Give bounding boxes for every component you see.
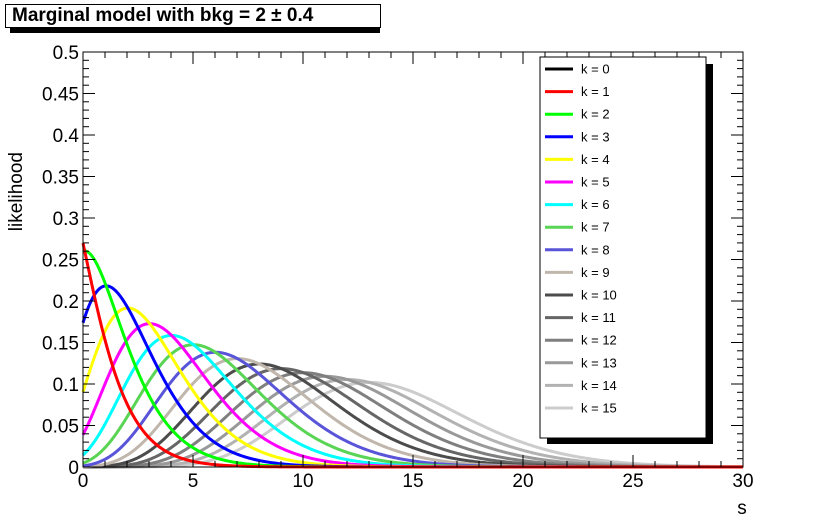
y-tick-label: 0.3 (53, 209, 79, 230)
y-tick-label: 0.4 (53, 126, 80, 147)
axis-ticks (82, 51, 744, 468)
x-tick-label: 0 (78, 471, 89, 492)
legend-label: k = 7 (581, 220, 610, 235)
legend-label: k = 12 (581, 333, 617, 348)
legend-item-k5: k = 5 (545, 175, 610, 190)
legend-label: k = 1 (581, 84, 610, 99)
legend-item-k7: k = 7 (545, 220, 610, 235)
x-tick-label: 15 (402, 471, 423, 492)
x-tick-label: 10 (292, 471, 313, 492)
x-axis-label: s (737, 498, 747, 519)
x-tick-label: 25 (622, 471, 643, 492)
y-tick-label: 0 (68, 458, 79, 479)
legend-item-k14: k = 14 (545, 378, 617, 393)
x-tick-label: 5 (188, 471, 199, 492)
y-tick-label: 0.45 (42, 85, 79, 106)
x-tick-label: 30 (732, 471, 753, 492)
legend-item-k6: k = 6 (545, 197, 610, 212)
legend-label: k = 8 (581, 242, 610, 257)
chart-title-box: Marginal model with bkg = 2 ± 0.4 (5, 4, 381, 33)
legend-item-k10: k = 10 (545, 288, 617, 303)
legend-item-k11: k = 11 (545, 310, 616, 325)
axis-tick-labels: 0 5 10 15 20 25 30 0 0.05 0.1 0.15 0.2 0.25 0.3 0.35 0.… (42, 43, 754, 492)
legend-item-k3: k = 3 (545, 129, 610, 144)
legend-item-k9: k = 9 (545, 265, 610, 280)
legend-frame (539, 56, 707, 439)
legend-label: k = 13 (581, 355, 617, 370)
legend-item-k15: k = 15 (545, 401, 617, 416)
legend-label: k = 9 (581, 265, 610, 280)
legend-item-k0: k = 0 (545, 62, 610, 77)
y-axis-label: likelihood (6, 152, 27, 231)
y-tick-label: 0.35 (42, 168, 79, 189)
y-tick-label: 0.15 (42, 334, 79, 355)
legend-label: k = 14 (581, 378, 617, 393)
legend-label: k = 0 (581, 62, 610, 77)
legend-label: k = 4 (581, 152, 610, 167)
legend-label: k = 15 (581, 401, 617, 416)
legend-label: k = 6 (581, 197, 610, 212)
y-tick-label: 0.25 (42, 251, 79, 272)
legend-label: k = 10 (581, 288, 617, 303)
y-tick-label: 0.5 (53, 43, 79, 64)
legend: k = 0 k = 1 k = 2 k = 3 k = 4 k = 5 k = 6 k = 7… (539, 56, 713, 444)
legend-item-k1: k = 1 (545, 84, 610, 99)
legend-label: k = 5 (581, 175, 610, 190)
chart-title: Marginal model with bkg = 2 ± 0.4 (5, 4, 381, 28)
y-tick-label: 0.2 (53, 292, 79, 313)
x-tick-label: 20 (512, 471, 533, 492)
legend-label: k = 11 (581, 310, 616, 325)
legend-item-k4: k = 4 (545, 152, 610, 167)
legend-item-k2: k = 2 (545, 107, 610, 122)
legend-item-k13: k = 13 (545, 355, 617, 370)
legend-item-k12: k = 12 (545, 333, 617, 348)
legend-label: k = 2 (581, 107, 610, 122)
legend-item-k8: k = 8 (545, 242, 610, 257)
y-tick-label: 0.1 (53, 375, 79, 396)
legend-label: k = 3 (581, 129, 610, 144)
y-tick-label: 0.05 (42, 417, 79, 438)
